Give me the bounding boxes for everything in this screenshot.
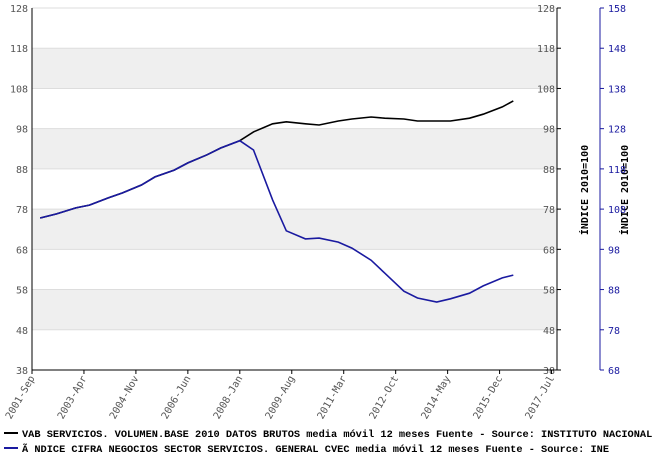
y2-tick-label: 148 [608, 44, 626, 55]
y-tick-label-right: 48 [543, 326, 555, 337]
x-tick-label: 2015-Dec [472, 374, 506, 421]
y-tick-label-right: 68 [543, 245, 555, 256]
y2-tick-label: 98 [608, 245, 620, 256]
band [32, 128, 557, 169]
x-tick-label: 2003-Apr [56, 374, 90, 421]
y2-tick-label: 118 [608, 165, 626, 176]
y-tick-label-right: 118 [537, 44, 555, 55]
y-tick-label: 108 [10, 84, 28, 95]
x-tick-label: 2001-Sep [4, 374, 38, 421]
band [32, 48, 557, 89]
bands [32, 48, 557, 330]
y-tick-label-right: 38 [543, 366, 555, 377]
y-tick-label-right: 78 [543, 205, 555, 216]
y-tick-label: 48 [16, 326, 28, 337]
series-line [40, 139, 514, 303]
y-tick-label: 68 [16, 245, 28, 256]
x-tick-label: 2011-Mar [316, 374, 350, 421]
legend-label: VAB SERVICIOS. VOLUMEN.BASE 2010 DATOS B… [22, 429, 653, 441]
y2-tick-label: 68 [608, 366, 620, 377]
y2-tick-label: 78 [608, 326, 620, 337]
y-tick-label: 98 [16, 125, 28, 136]
y2-tick-label: 108 [608, 205, 626, 216]
y-tick-label: 88 [16, 165, 28, 176]
y2-tick-label: 128 [608, 125, 626, 136]
y2-tick-label: 158 [608, 4, 626, 15]
x-tick-label: 2017-Jul [524, 374, 558, 421]
x-tick-label: 2009-Aug [264, 374, 298, 421]
y-tick-label-right: 108 [537, 84, 555, 95]
y-tick-label: 38 [16, 366, 28, 377]
y2-tick-label: 88 [608, 286, 620, 297]
y-tick-label-right: 98 [543, 125, 555, 136]
band [32, 209, 557, 250]
y2-axis-title: ÍNDICE 2010=100 [618, 145, 631, 235]
y-tick-label: 78 [16, 205, 28, 216]
y-tick-label: 58 [16, 286, 28, 297]
x-tick-label: 2004-Nov [108, 374, 142, 421]
y-axis-title: ÍNDICE 2010=100 [578, 145, 591, 235]
x-tick-label: 2012-Oct [368, 374, 402, 421]
x-tick-label: 2008-Jan [212, 374, 246, 421]
y-tick-label: 118 [10, 44, 28, 55]
y2-tick-label: 138 [608, 84, 626, 95]
y-tick-label-right: 128 [537, 4, 555, 15]
x-tick-label: 2014-May [420, 374, 454, 421]
y-tick-label-right: 88 [543, 165, 555, 176]
legend-label: Ã NDICE CIFRA NEGOCIOS SECTOR SERVICIOS.… [22, 442, 609, 456]
y-tick-label: 128 [10, 4, 28, 15]
band [32, 289, 557, 330]
x-tick-label: 2006-Jun [160, 374, 194, 421]
y-tick-label-right: 58 [543, 286, 555, 297]
